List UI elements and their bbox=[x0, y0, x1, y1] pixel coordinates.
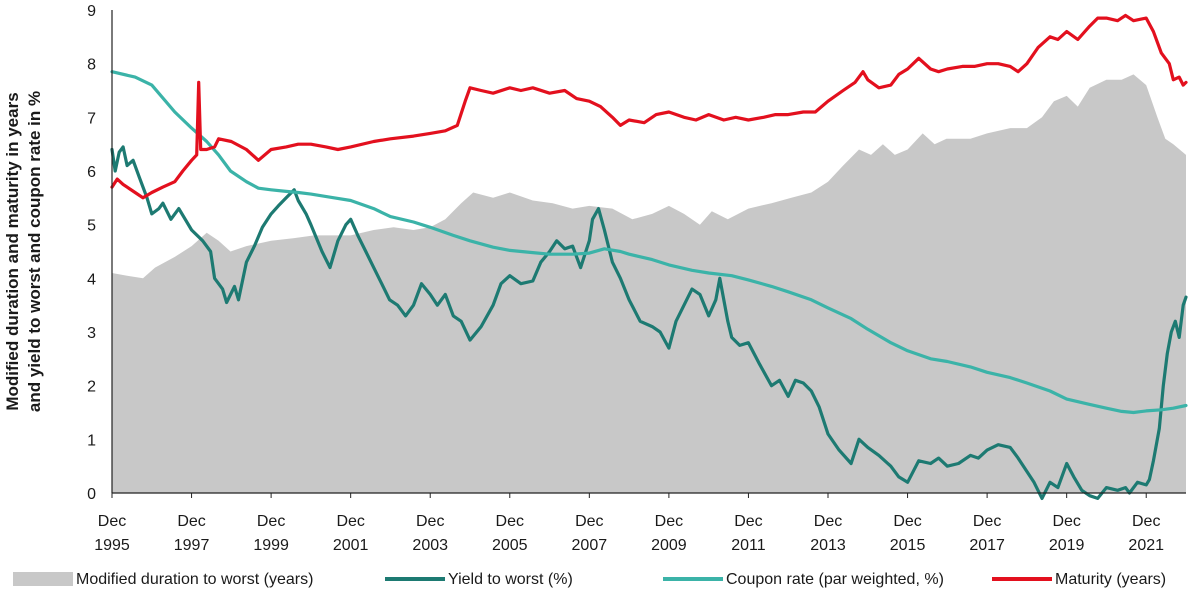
x-tick-label-year: 2007 bbox=[572, 537, 608, 554]
x-tick-label-year: 2009 bbox=[651, 537, 687, 554]
area-layer bbox=[112, 74, 1186, 494]
y-tick-label: 6 bbox=[87, 164, 96, 181]
y-tick-label: 9 bbox=[87, 3, 96, 20]
y-tick-labels: 0 1 2 3 4 5 6 7 8 9 bbox=[87, 3, 96, 503]
y-axis-label-line-2: and yield to worst and coupon rate in % bbox=[25, 91, 44, 412]
y-tick-label: 8 bbox=[87, 57, 96, 74]
x-tick-label-year: 2001 bbox=[333, 537, 369, 554]
x-tick-label-year: 2005 bbox=[492, 537, 528, 554]
y-tick-label: 7 bbox=[87, 110, 96, 127]
series-yield-to-worst bbox=[110, 145, 1188, 500]
x-tick-label-year: 2013 bbox=[810, 537, 846, 554]
x-tick-label-year: 1999 bbox=[253, 537, 289, 554]
x-tick-label-month: Dec bbox=[177, 513, 205, 530]
y-axis-label-line-1: Modified duration and maturity in years bbox=[3, 92, 22, 410]
x-tick-label-month: Dec bbox=[655, 513, 683, 530]
x-tick-label-month: Dec bbox=[814, 513, 842, 530]
x-tick-label-month: Dec bbox=[575, 513, 603, 530]
series-maturity-years bbox=[110, 13, 1188, 200]
legend: Modified duration to worst (years) Yield … bbox=[13, 571, 1166, 588]
x-tick-label-year: 2011 bbox=[731, 537, 766, 554]
y-tick-label: 4 bbox=[87, 271, 96, 288]
x-tick-label-year: 2003 bbox=[412, 537, 448, 554]
x-tick-label-month: Dec bbox=[496, 513, 524, 530]
x-tick-label-month: Dec bbox=[1052, 513, 1080, 530]
x-tick-labels: Dec 1995 Dec 1997 Dec 1999 Dec 2001 Dec 2003 Dec 20… bbox=[94, 493, 1164, 554]
x-tick-label-month: Dec bbox=[973, 513, 1001, 530]
x-tick-label-year: 2015 bbox=[890, 537, 926, 554]
line-layer bbox=[110, 13, 1188, 500]
x-tick-label-month: Dec bbox=[1132, 513, 1160, 530]
x-tick-label-month: Dec bbox=[98, 513, 126, 530]
legend-label-coupon-rate-par-weighted: Coupon rate (par weighted, %) bbox=[726, 571, 944, 588]
legend-label-yield-to-worst: Yield to worst (%) bbox=[448, 571, 573, 588]
x-tick-label-year: 1995 bbox=[94, 537, 130, 554]
x-tick-label-month: Dec bbox=[416, 513, 444, 530]
x-tick-label-year: 2019 bbox=[1049, 537, 1085, 554]
x-tick-label-year: 2021 bbox=[1128, 537, 1164, 554]
legend-swatch-modified-duration-to-worst-years bbox=[13, 572, 73, 586]
series-coupon-rate-par-weighted bbox=[110, 70, 1188, 415]
y-tick-label: 0 bbox=[87, 486, 96, 503]
x-tick-label-month: Dec bbox=[893, 513, 921, 530]
y-tick-label: 1 bbox=[87, 432, 96, 449]
x-tick-label-month: Dec bbox=[336, 513, 364, 530]
y-tick-label: 5 bbox=[87, 218, 96, 235]
y-tick-label: 2 bbox=[87, 379, 96, 396]
x-tick-label-year: 1997 bbox=[174, 537, 210, 554]
x-tick-label-month: Dec bbox=[257, 513, 285, 530]
series-modified-duration-to-worst-years bbox=[112, 74, 1186, 494]
legend-label-maturity-years: Maturity (years) bbox=[1055, 571, 1166, 588]
axis-layer bbox=[111, 10, 1186, 494]
x-tick-label-month: Dec bbox=[734, 513, 762, 530]
y-tick-label: 3 bbox=[87, 325, 96, 342]
legend-label-modified-duration-to-worst-years: Modified duration to worst (years) bbox=[76, 571, 313, 588]
x-tick-label-year: 2017 bbox=[969, 537, 1005, 554]
